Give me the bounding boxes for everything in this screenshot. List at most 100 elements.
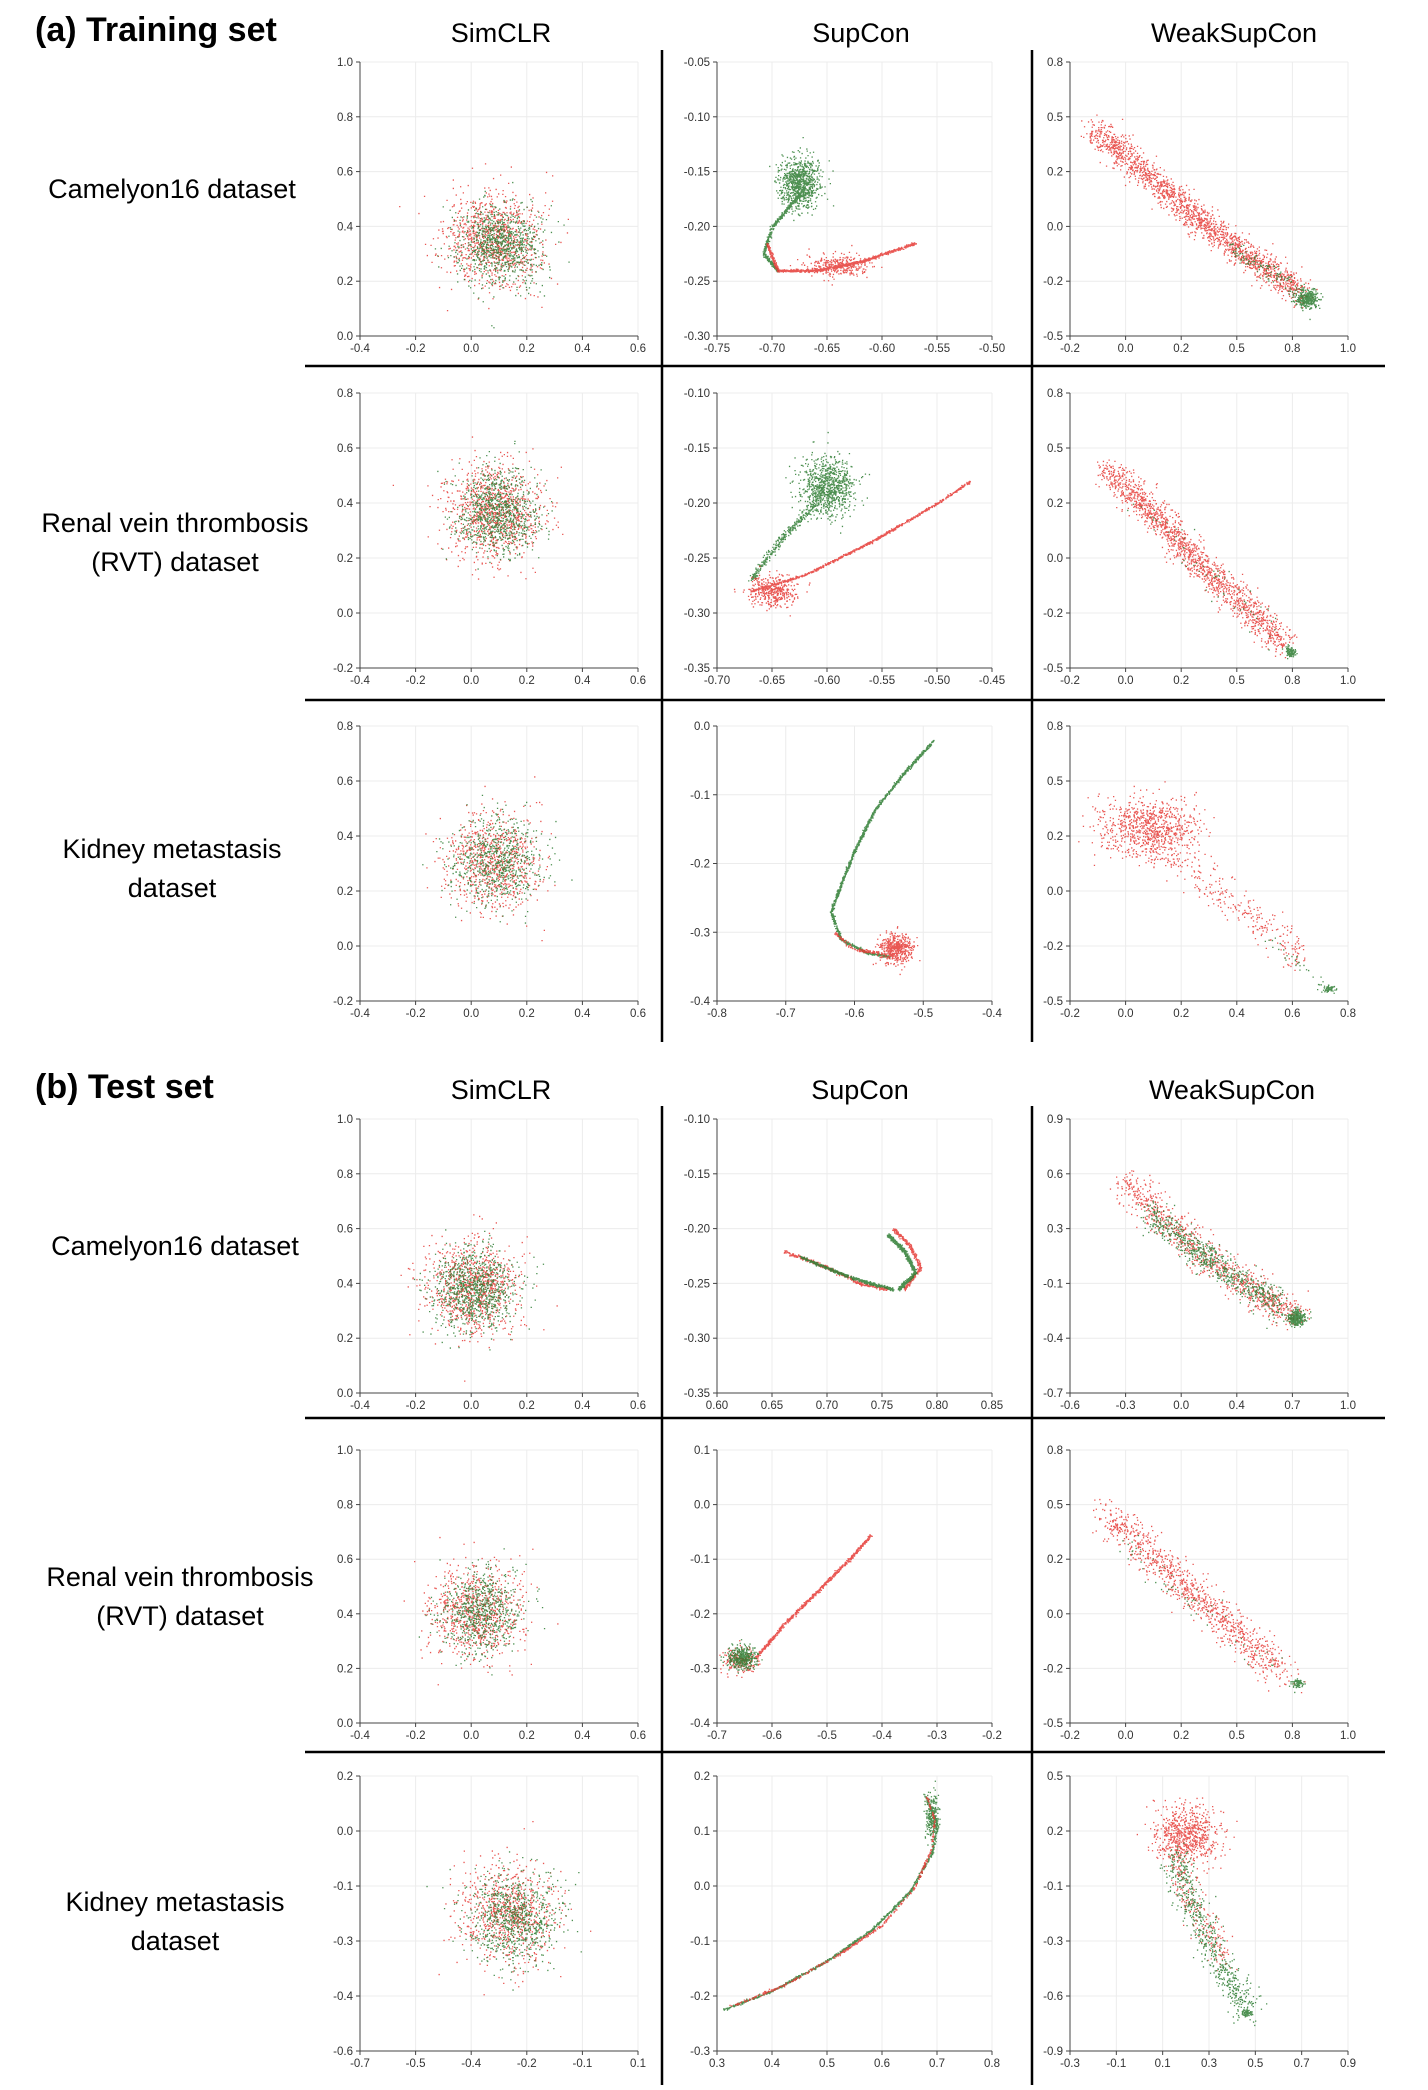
row-label: Renal vein thrombosis <box>46 1562 313 1592</box>
x-tick-label: 0.8 <box>1284 1730 1300 1742</box>
y-tick-label: 0.8 <box>1047 1445 1063 1457</box>
x-tick-label: 0.0 <box>463 343 479 355</box>
scatter-points-green <box>1228 243 1324 321</box>
x-tick-label: -0.45 <box>979 675 1005 687</box>
x-tick-label: -0.7 <box>776 1008 796 1020</box>
series-red <box>729 1796 936 2007</box>
x-tick-label: 0.80 <box>926 1400 948 1412</box>
scatter-panel: -0.7 -0.6 -0.5 -0.4 -0.3 -0.2 -0.4 -0.3 -0.2 -0.1… <box>690 1445 1002 1742</box>
y-tick-label: 0.4 <box>337 1609 354 1621</box>
y-tick-label: -0.3 <box>690 1663 710 1675</box>
y-tick-label: 0.0 <box>337 331 353 343</box>
series-red <box>399 163 569 312</box>
series-green <box>426 1851 582 1991</box>
series-green <box>762 137 835 273</box>
scatter-panel: -0.8 -0.7 -0.6 -0.5 -0.4 -0.4 -0.3 -0.2 -0.1 0.0 <box>690 721 1002 1020</box>
y-tick-label: 0.3 <box>1047 1224 1063 1236</box>
y-tick-label: -0.2 <box>1043 941 1063 953</box>
x-tick-label: -0.2 <box>406 1008 426 1020</box>
series-red <box>719 1534 873 1678</box>
scatter-panel: -0.7 -0.5 -0.4 -0.2 -0.1 0.1 -0.6 -0.4 -0.3 -0.1 0… <box>333 1771 646 2070</box>
x-tick-label: -0.70 <box>759 343 785 355</box>
x-tick-label: -0.7 <box>350 2058 370 2070</box>
x-tick-label: 0.1 <box>1155 2058 1171 2070</box>
y-tick-label: 0.0 <box>1047 1609 1063 1621</box>
x-tick-label: -0.6 <box>845 1008 865 1020</box>
x-tick-label: 0.65 <box>761 1400 783 1412</box>
y-tick-label: -0.4 <box>690 1718 710 1730</box>
y-tick-label: -0.3 <box>690 2046 710 2058</box>
series-red <box>1078 781 1306 971</box>
scatter-panel: -0.2 0.0 0.2 0.4 0.6 0.8-0.5-0.20.00.20.50.8 <box>1043 721 1356 1020</box>
y-tick-label: 0.0 <box>1047 221 1063 233</box>
y-tick-label: -0.25 <box>684 1278 710 1290</box>
y-tick-label: -0.2 <box>333 663 353 675</box>
y-tick-label: 0.2 <box>337 1771 353 1783</box>
x-tick-label: 0.75 <box>871 1400 893 1412</box>
x-tick-label: 0.6 <box>1284 1008 1300 1020</box>
x-tick-label: 0.2 <box>1173 343 1189 355</box>
y-tick-label: 0.0 <box>337 608 353 620</box>
x-tick-label: 0.70 <box>816 1400 838 1412</box>
x-tick-label: -0.2 <box>982 1730 1002 1742</box>
scatter-panel: -0.6 -0.3 0.0 0.4 0.7 1.0 -0.7 -0.4 -0.1 0.3 0.6 0.… <box>1043 1114 1356 1412</box>
x-tick-label: 0.8 <box>984 2058 1000 2070</box>
x-tick-label: -0.2 <box>1060 343 1080 355</box>
x-tick-label: -0.60 <box>869 343 895 355</box>
scatter-points-green <box>748 431 871 582</box>
y-tick-label: 0.2 <box>337 886 353 898</box>
series-green <box>413 1229 545 1351</box>
x-tick-label: 0.2 <box>519 343 535 355</box>
x-tick-label: 0.3 <box>709 2058 725 2070</box>
series-red <box>1136 1797 1238 1972</box>
y-tick-label: 0.2 <box>1047 831 1063 843</box>
x-tick-label: -0.5 <box>817 1730 837 1742</box>
x-tick-label: -0.4 <box>982 1008 1002 1020</box>
series-red <box>438 1821 592 1996</box>
x-tick-label: 0.5 <box>1229 1730 1245 1742</box>
row-label: Kidney metastasis <box>62 834 281 864</box>
x-tick-label: 1.0 <box>1340 675 1356 687</box>
x-tick-label: -0.4 <box>350 1730 370 1742</box>
series-green <box>418 1548 546 1676</box>
y-tick-label: -0.9 <box>1043 2046 1063 2058</box>
y-tick-label: -0.35 <box>684 663 710 675</box>
section-label: (b) Test set <box>35 1068 214 1106</box>
y-tick-label: 0.1 <box>694 1826 710 1838</box>
scatter-points-red <box>729 1796 936 2007</box>
x-tick-label: 0.7 <box>1284 1400 1300 1412</box>
x-tick-label: 0.8 <box>1284 675 1300 687</box>
scatter-points-red <box>1109 1170 1311 1331</box>
y-tick-label: 0.0 <box>337 1718 353 1730</box>
x-tick-label: -0.50 <box>979 343 1005 355</box>
y-tick-label: -0.10 <box>684 388 710 400</box>
x-tick-label: 0.6 <box>630 1730 646 1742</box>
series-red <box>783 1228 923 1292</box>
scatter-points-red <box>719 1534 873 1678</box>
y-tick-label: -0.25 <box>684 276 710 288</box>
x-tick-label: -0.55 <box>869 675 895 687</box>
x-tick-label: -0.7 <box>707 1730 727 1742</box>
y-tick-label: 0.8 <box>337 112 353 124</box>
scatter-points-red <box>766 242 917 286</box>
y-tick-label: 0.9 <box>1047 1114 1063 1126</box>
y-tick-label: -0.30 <box>684 1333 710 1345</box>
x-tick-label: 0.4 <box>1229 1008 1246 1020</box>
x-tick-label: 0.0 <box>1118 1008 1134 1020</box>
column-header: SimCLR <box>451 1075 552 1105</box>
y-tick-label: 0.8 <box>1047 57 1063 69</box>
column-header: SimCLR <box>451 18 552 48</box>
y-tick-label: -0.1 <box>1043 1881 1063 1893</box>
y-tick-label: 0.4 <box>337 498 354 510</box>
series-red <box>733 480 971 617</box>
scatter-panel: -0.4 -0.2 0.0 0.2 0.4 0.6 0.0 0.2 0.4 0.6 0.8 1.0 <box>337 57 646 355</box>
scatter-points-green <box>762 137 835 273</box>
scatter-points-red <box>1136 1797 1238 1972</box>
y-tick-label: 0.8 <box>1047 388 1063 400</box>
x-tick-label: -0.65 <box>814 343 840 355</box>
y-tick-label: -0.35 <box>684 1388 710 1400</box>
y-tick-label: 0.2 <box>1047 498 1063 510</box>
y-tick-label: 0.6 <box>337 443 353 455</box>
x-tick-label: -0.3 <box>1116 1400 1136 1412</box>
y-tick-label: 0.6 <box>337 776 353 788</box>
